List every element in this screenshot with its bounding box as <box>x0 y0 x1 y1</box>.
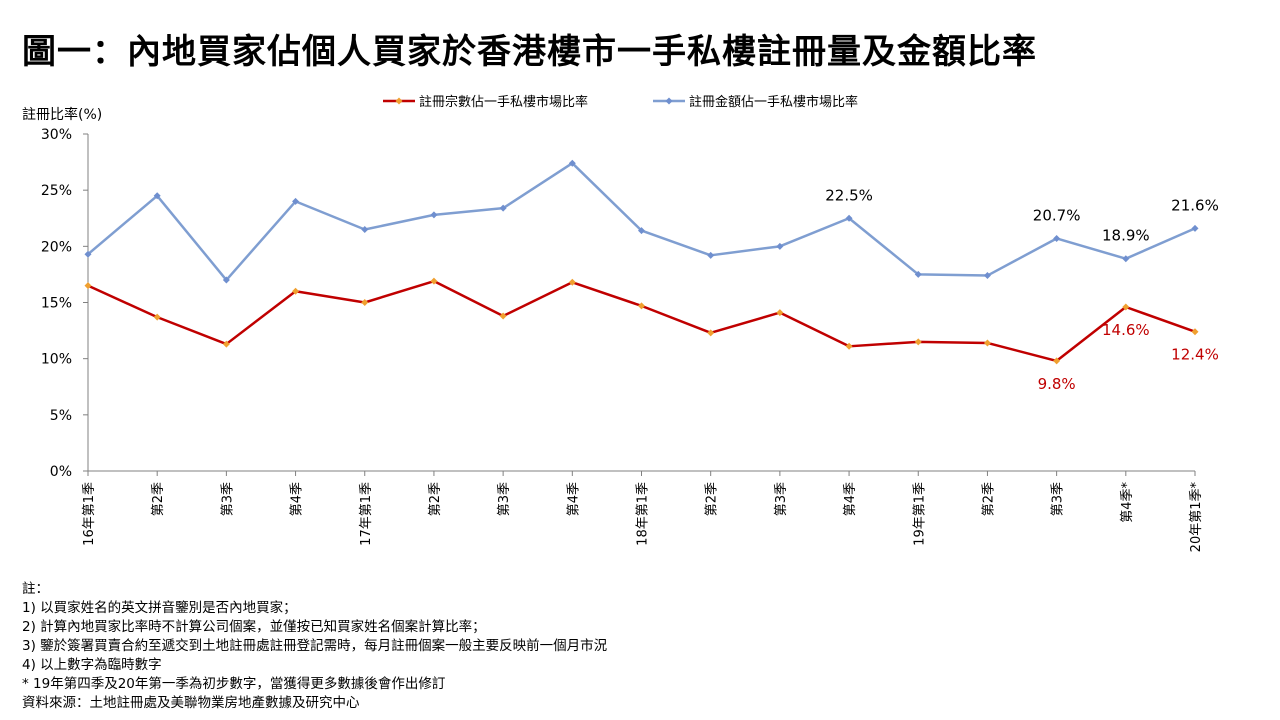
x-tick-label: 第2季 <box>428 482 443 516</box>
series-line-1 <box>87 279 1196 363</box>
data-point <box>84 250 92 258</box>
chart-axes: 註冊比率(%) 0% 5% 10% 15% 20% 25% 30% 16年第1季 第2季 第3季 第4… <box>22 106 1204 552</box>
data-point <box>1053 357 1061 365</box>
series-line-2 <box>87 161 1196 282</box>
x-tick-label: 第3季 <box>220 482 235 516</box>
y-axis-label: 註冊比率(%) <box>22 106 102 123</box>
data-point <box>1191 328 1199 336</box>
x-tick-label: 第4季 <box>566 482 581 516</box>
legend-marker <box>395 97 403 105</box>
x-tick-label: 第4季 <box>843 482 858 516</box>
y-tick-label: 30% <box>41 127 72 143</box>
data-point <box>361 225 369 233</box>
y-tick-label: 10% <box>41 352 72 368</box>
x-tick-label: 20年第1季* <box>1189 482 1204 553</box>
chart-notes: 註： 1) 以買家姓名的英文拼音鑒別是否內地買家； 2) 計算內地買家比率時不計算公… <box>22 580 607 713</box>
data-point <box>1122 255 1130 263</box>
x-tick-label: 第4季 <box>290 482 305 516</box>
x-tick-label: 第3季 <box>774 482 789 516</box>
data-point <box>1191 224 1199 232</box>
data-label: 12.4% <box>1171 346 1219 364</box>
data-point <box>914 338 922 346</box>
y-tick-label: 5% <box>50 408 72 424</box>
x-tick-label: 第2季 <box>151 482 166 516</box>
data-label: 22.5% <box>825 186 873 204</box>
x-tick-label: 第3季 <box>497 482 512 516</box>
data-point <box>568 278 576 286</box>
data-point <box>1122 303 1130 311</box>
y-tick-label: 20% <box>41 239 72 255</box>
note-line: 資料來源：土地註冊處及美聯物業房地產數據及研究中心 <box>22 695 360 711</box>
data-point <box>983 339 991 347</box>
note-line: 註： <box>22 581 49 597</box>
data-point <box>568 159 576 167</box>
x-tick-label: 19年第1季 <box>912 482 927 546</box>
data-label: 18.9% <box>1102 227 1150 245</box>
data-label: 14.6% <box>1102 321 1150 339</box>
data-point <box>776 309 784 317</box>
data-point <box>845 342 853 350</box>
data-label: 21.6% <box>1171 196 1219 214</box>
data-point <box>914 270 922 278</box>
chart-title: 圖一：內地買家佔個人買家於香港樓市一手私樓註冊量及金額比率 <box>22 32 1037 72</box>
data-point <box>983 272 991 280</box>
y-tick-label: 15% <box>41 296 72 312</box>
data-label: 20.7% <box>1033 206 1081 224</box>
data-labels-layer: 9.8% 14.6% 12.4% 22.5% 20.7% 18.9% 21.6% <box>825 186 1219 393</box>
data-label: 9.8% <box>1038 375 1076 393</box>
x-tick-label: 18年第1季 <box>636 482 651 546</box>
data-point <box>776 242 784 250</box>
data-point <box>361 299 369 306</box>
chart-legend: 註冊宗數佔一手私樓市場比率 註冊金額佔一手私樓市場比率 <box>383 94 858 110</box>
data-point <box>499 204 507 212</box>
data-point <box>84 282 92 290</box>
x-tick-label: 17年第1季 <box>359 482 374 546</box>
data-point <box>222 276 230 284</box>
data-point <box>430 277 438 285</box>
line-chart: 註冊比率(%) 0% 5% 10% 15% 20% 25% 30% 16年第1季 第2季 第3季 第4… <box>22 94 1219 552</box>
data-point <box>222 340 230 348</box>
legend-marker <box>665 97 673 105</box>
data-point <box>638 227 645 235</box>
x-tick-label: 第2季 <box>981 482 996 516</box>
note-line: * 19年第四季及20年第一季為初步數字，當獲得更多數據後會作出修訂 <box>22 676 446 692</box>
data-point <box>153 192 161 200</box>
data-point <box>430 211 438 219</box>
x-tick-label: 第4季* <box>1120 482 1135 523</box>
x-tick-label: 第3季 <box>1051 482 1066 516</box>
data-point <box>845 214 853 222</box>
x-tick-label: 第2季 <box>705 482 720 516</box>
data-point <box>153 313 161 321</box>
data-point <box>499 312 507 320</box>
y-tick-label: 25% <box>41 183 72 199</box>
note-line: 3) 鑒於簽署買賣合約至遞交到土地註冊處註冊登記需時，每月註冊個案一般主要反映前… <box>22 638 608 654</box>
data-point <box>707 251 715 259</box>
data-point <box>292 197 300 205</box>
note-line: 4) 以上數字為臨時數字 <box>22 657 162 673</box>
legend-entry: 註冊金額佔一手私樓市場比率 <box>689 94 858 110</box>
data-point <box>707 329 715 337</box>
data-point <box>638 302 645 310</box>
series-layer <box>84 159 1199 365</box>
note-line: 1) 以買家姓名的英文拼音鑒別是否內地買家； <box>22 600 297 616</box>
x-tick-label: 16年第1季 <box>82 482 97 546</box>
y-tick-label: 0% <box>50 464 72 480</box>
note-line: 2) 計算內地買家比率時不計算公司個案，並僅按已知買家姓名個案計算比率； <box>22 619 486 635</box>
data-point <box>1053 234 1061 242</box>
data-point <box>292 287 300 295</box>
legend-entry: 註冊宗數佔一手私樓市場比率 <box>419 94 588 110</box>
